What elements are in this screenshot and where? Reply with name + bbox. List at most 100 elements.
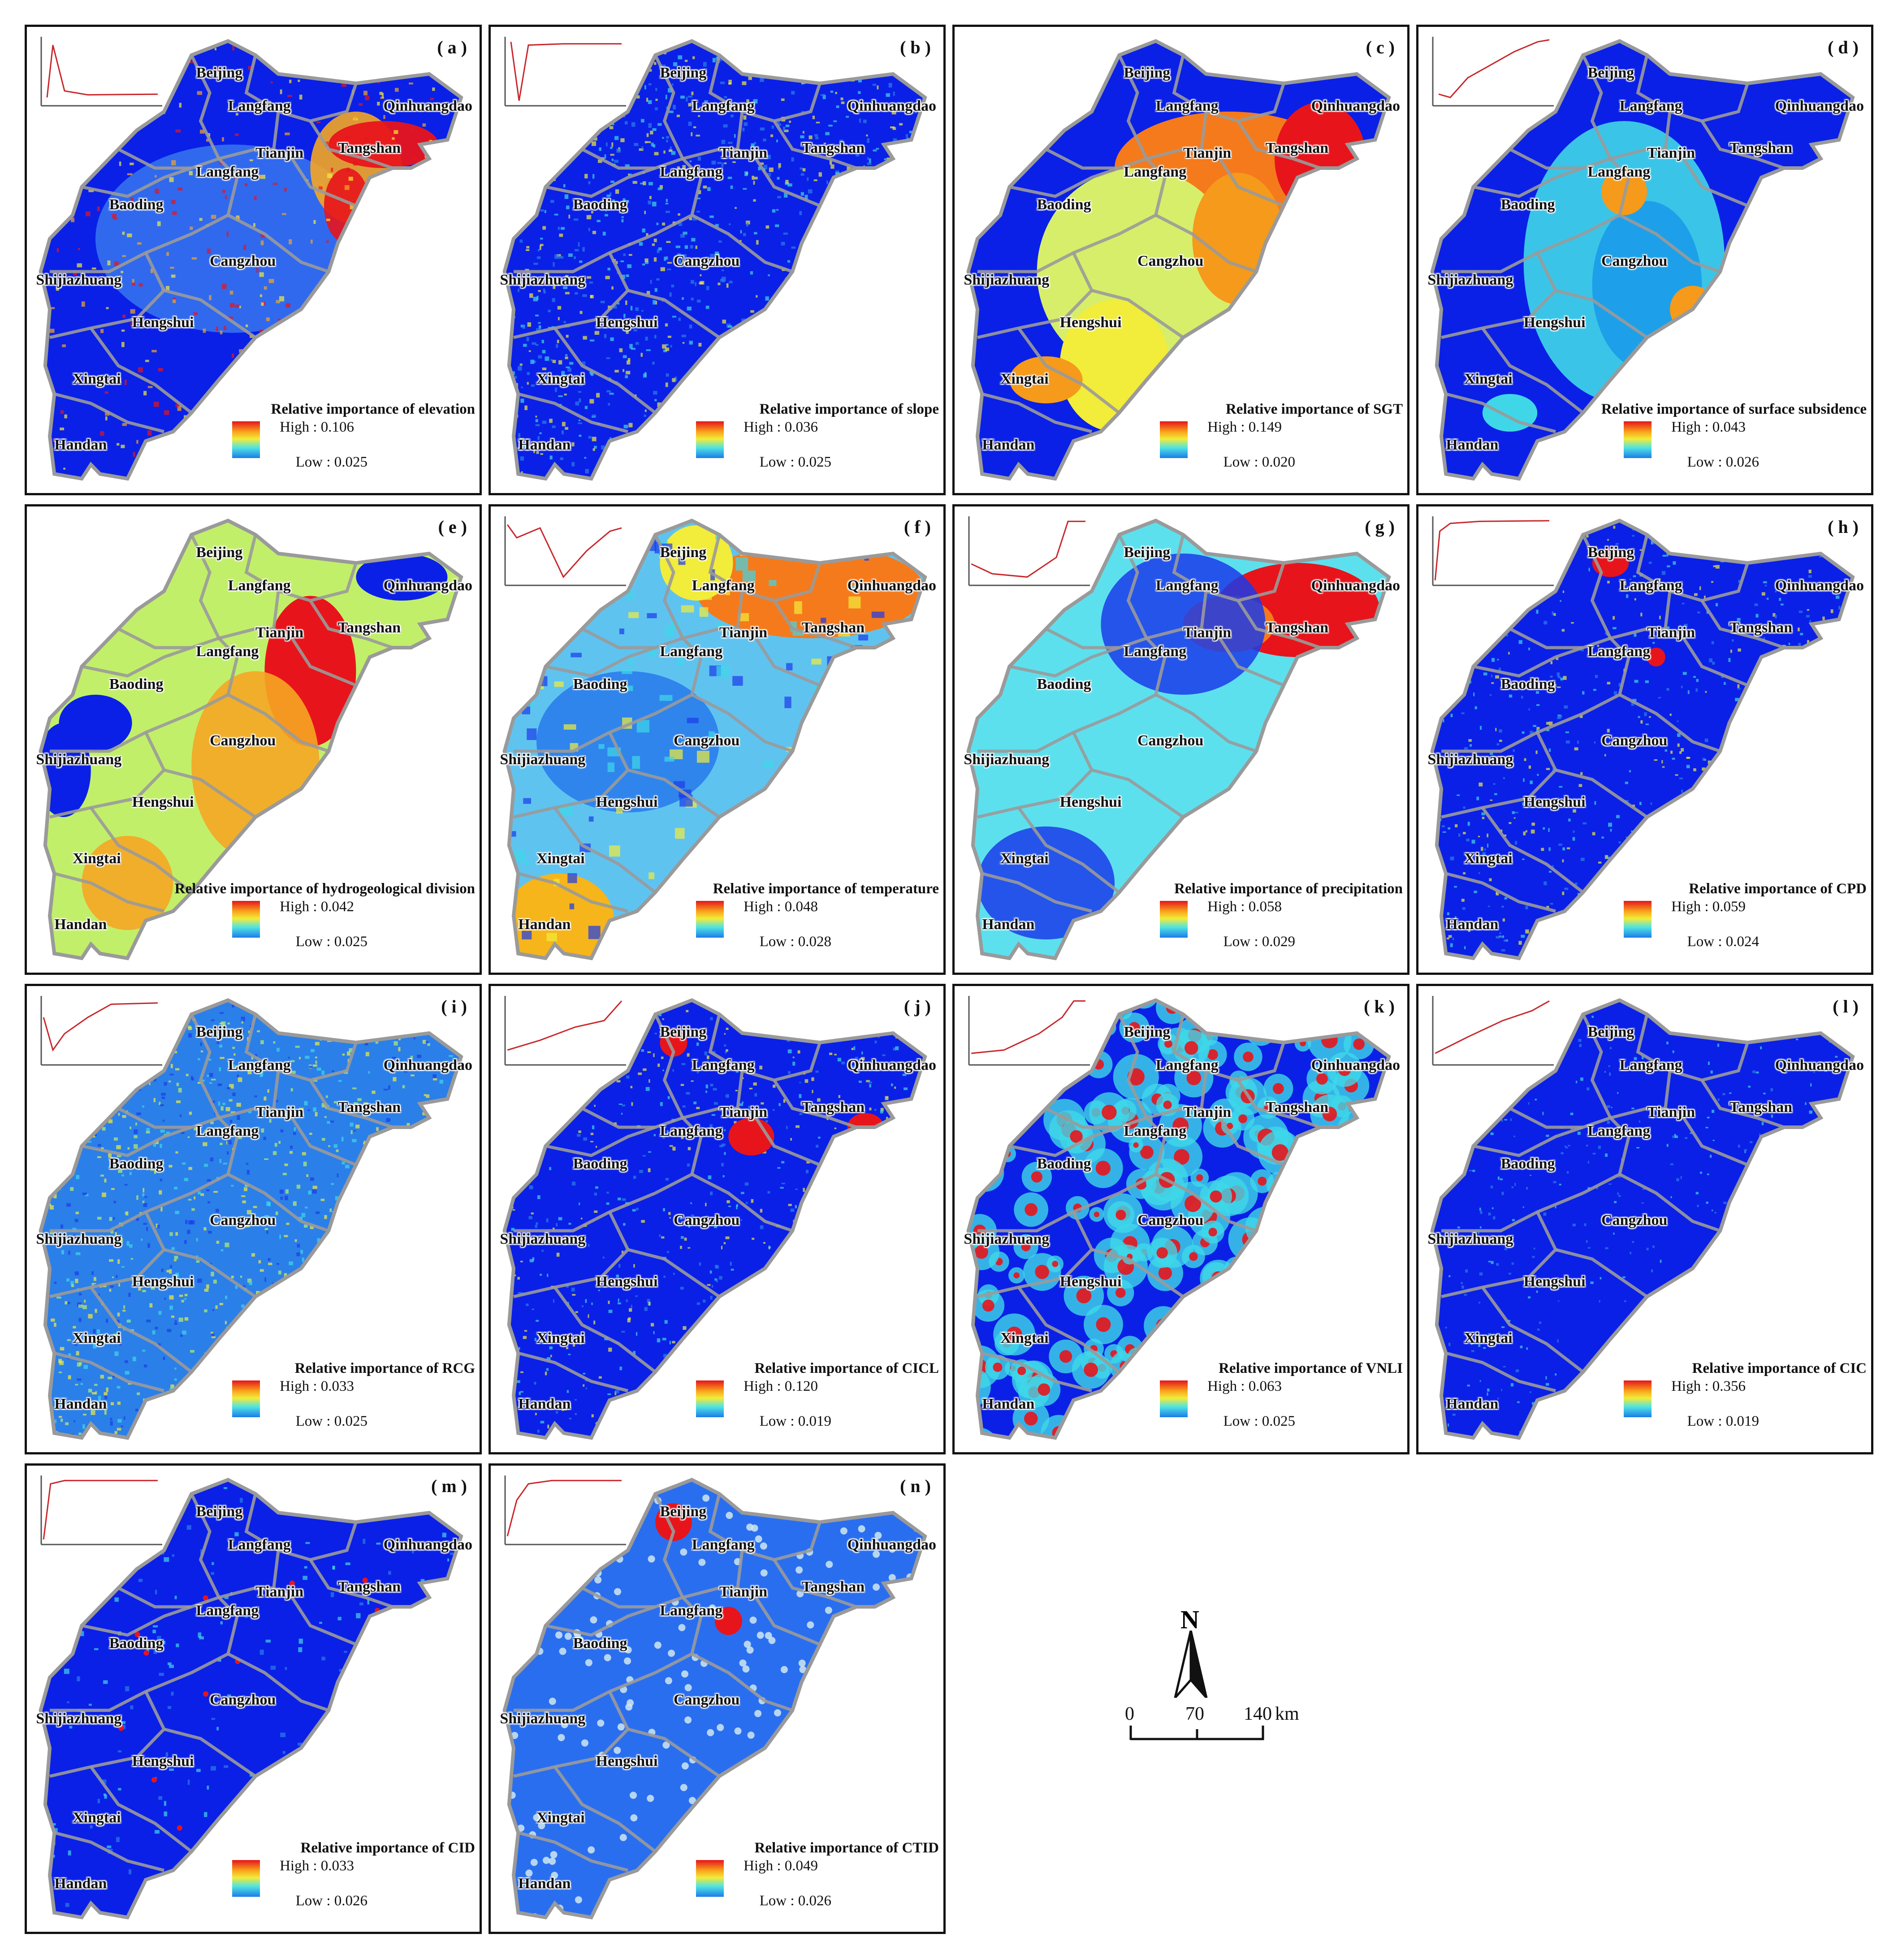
city-label-langfang: Langfang bbox=[196, 163, 259, 180]
city-label-qinhuangdao: Qinhuangdao bbox=[383, 577, 473, 594]
city-label-tianjin: Tianjin bbox=[1647, 144, 1695, 161]
legend-title: Relative importance of precipitation bbox=[1174, 881, 1403, 897]
legend-low: Low : 0.019 bbox=[1687, 1413, 1759, 1429]
north-label: N bbox=[1180, 1605, 1199, 1634]
importance-curve-inset bbox=[40, 1475, 162, 1545]
city-label-shijiazhuang: Shijiazhuang bbox=[36, 1231, 122, 1247]
legend-colorbar bbox=[696, 901, 724, 938]
city-label-tianjin: Tianjin bbox=[1183, 144, 1232, 161]
city-label-beijing: Beijing bbox=[196, 1024, 243, 1040]
city-label-qinhuangdao: Qinhuangdao bbox=[847, 97, 937, 114]
map-a bbox=[39, 39, 463, 481]
panel-label: ( c ) bbox=[1366, 37, 1395, 57]
legend-high: High : 0.120 bbox=[744, 1378, 818, 1394]
map-m bbox=[39, 1478, 463, 1920]
city-label-tianjin: Tianjin bbox=[255, 1103, 304, 1121]
importance-curve-inset bbox=[1432, 996, 1554, 1066]
city-label-hengshui: Hengshui bbox=[596, 1273, 658, 1290]
legend-high: High : 0.049 bbox=[744, 1858, 818, 1874]
city-label-handan: Handan bbox=[518, 916, 571, 933]
legend-low: Low : 0.025 bbox=[295, 934, 367, 950]
city-label-xingtai: Xingtai bbox=[73, 1329, 121, 1346]
legend-title: Relative importance of slope bbox=[759, 401, 939, 417]
legend: Relative importance of CICL High : 0.120 L… bbox=[634, 1360, 939, 1441]
city-label-shijiazhuang: Shijiazhuang bbox=[500, 751, 586, 768]
legend-low: Low : 0.019 bbox=[759, 1413, 831, 1429]
legend: Relative importance of elevation High : 0… bbox=[170, 401, 475, 482]
legend-colorbar bbox=[232, 1860, 260, 1897]
city-label-baoding: Baoding bbox=[573, 1155, 627, 1172]
city-label-beijing: Beijing bbox=[1124, 65, 1171, 81]
legend: Relative importance of surface subsidenc… bbox=[1562, 401, 1867, 482]
city-label-langfang: Langfang bbox=[660, 643, 723, 660]
map-f bbox=[502, 519, 927, 961]
city-label-beijing: Beijing bbox=[196, 1503, 243, 1520]
legend-title: Relative importance of CPD bbox=[1689, 881, 1867, 897]
panel-label: ( f ) bbox=[904, 517, 931, 537]
city-label-tianjin: Tianjin bbox=[255, 1583, 304, 1600]
city-label-beijing: Beijing bbox=[660, 1503, 707, 1520]
legend-high: High : 0.043 bbox=[1671, 419, 1746, 435]
scale-label-70: 70 bbox=[1185, 1704, 1204, 1724]
city-label-langfang: Langfang bbox=[1619, 97, 1682, 114]
legend-title: Relative importance of CICL bbox=[754, 1360, 939, 1376]
legend-title: Relative importance of CID bbox=[300, 1840, 476, 1856]
city-label-cangzhou: Cangzhou bbox=[210, 1692, 276, 1708]
city-label-langfang: Langfang bbox=[196, 1602, 259, 1619]
legend-low: Low : 0.024 bbox=[1687, 934, 1759, 950]
legend: Relative importance of VNLI High : 0.063 L… bbox=[1098, 1360, 1403, 1441]
scale-label-0: 0 bbox=[1125, 1704, 1134, 1724]
city-label-langfang: Langfang bbox=[228, 1536, 291, 1553]
map-n bbox=[502, 1478, 927, 1920]
map-b bbox=[502, 39, 927, 481]
importance-curve-inset bbox=[40, 37, 162, 107]
city-label-tangshan: Tangshan bbox=[337, 619, 401, 636]
city-label-cangzhou: Cangzhou bbox=[674, 732, 740, 749]
city-label-langfang: Langfang bbox=[1155, 97, 1219, 114]
map-panel-b: ( b ) Beijing Langfang Qinhuangdao Tianjin Ta… bbox=[489, 25, 946, 495]
city-label-langfang: Langfang bbox=[228, 97, 291, 114]
city-label-hengshui: Hengshui bbox=[596, 1752, 658, 1770]
city-label-xingtai: Xingtai bbox=[73, 1809, 121, 1826]
city-label-handan: Handan bbox=[1446, 916, 1499, 933]
panel-label: ( l ) bbox=[1833, 996, 1859, 1017]
city-label-langfang: Langfang bbox=[692, 1056, 755, 1073]
city-label-hengshui: Hengshui bbox=[1523, 793, 1586, 810]
city-label-hengshui: Hengshui bbox=[596, 314, 658, 331]
city-label-cangzhou: Cangzhou bbox=[210, 732, 276, 749]
city-label-langfang: Langfang bbox=[196, 643, 259, 660]
legend-title: Relative importance of hydrogeological d… bbox=[174, 881, 475, 897]
importance-curve-inset bbox=[504, 516, 626, 586]
legend-low: Low : 0.028 bbox=[759, 934, 831, 950]
city-label-handan: Handan bbox=[518, 1875, 571, 1892]
map-panel-c: ( c ) Beijing Langfang Qinhuangdao Tianjin Ta… bbox=[952, 25, 1409, 495]
city-label-handan: Handan bbox=[518, 1395, 571, 1412]
map-e bbox=[39, 519, 463, 961]
legend-low: Low : 0.026 bbox=[759, 1893, 831, 1909]
city-label-hengshui: Hengshui bbox=[596, 793, 658, 810]
city-label-shijiazhuang: Shijiazhuang bbox=[964, 272, 1050, 288]
city-label-qinhuangdao: Qinhuangdao bbox=[383, 97, 473, 114]
city-label-tianjin: Tianjin bbox=[719, 1583, 768, 1600]
scale-bar: 0 70 140 km bbox=[1125, 1703, 1318, 1744]
city-label-tianjin: Tianjin bbox=[1183, 1103, 1232, 1121]
city-label-handan: Handan bbox=[518, 436, 571, 453]
map-panel-a: ( a ) Beijing Langfang Qinhuangdao Tianjin Ta… bbox=[25, 25, 482, 495]
city-label-tianjin: Tianjin bbox=[1647, 1103, 1695, 1121]
city-label-cangzhou: Cangzhou bbox=[210, 1212, 276, 1229]
legend-low: Low : 0.026 bbox=[295, 1893, 367, 1909]
legend-high: High : 0.033 bbox=[280, 1378, 354, 1394]
legend: Relative importance of temperature High :… bbox=[634, 881, 939, 961]
city-label-handan: Handan bbox=[982, 436, 1035, 453]
city-label-langfang: Langfang bbox=[1124, 1122, 1187, 1139]
city-label-baoding: Baoding bbox=[109, 1635, 164, 1652]
city-label-shijiazhuang: Shijiazhuang bbox=[500, 1710, 586, 1727]
importance-curve-inset bbox=[968, 516, 1090, 586]
legend-high: High : 0.033 bbox=[280, 1858, 354, 1874]
city-label-tangshan: Tangshan bbox=[1729, 619, 1793, 636]
legend-high: High : 0.149 bbox=[1207, 419, 1282, 435]
city-label-cangzhou: Cangzhou bbox=[1601, 1212, 1668, 1229]
city-label-langfang: Langfang bbox=[1155, 1056, 1219, 1073]
city-label-handan: Handan bbox=[54, 1875, 107, 1892]
city-label-baoding: Baoding bbox=[1500, 1155, 1555, 1172]
